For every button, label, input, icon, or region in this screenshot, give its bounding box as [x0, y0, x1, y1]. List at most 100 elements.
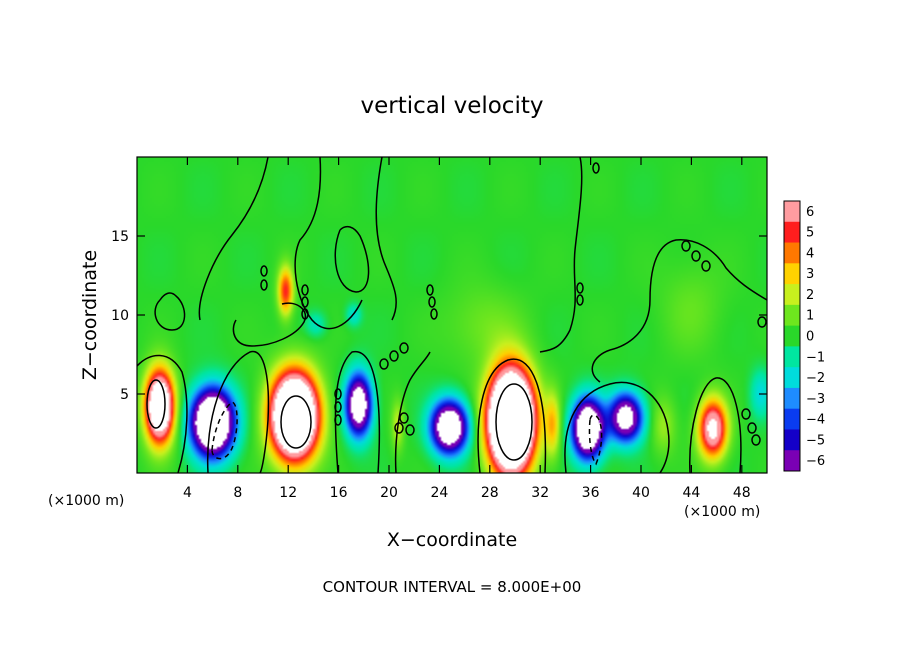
- negative-contour: [588, 414, 603, 466]
- colorbar-label: 1: [806, 309, 814, 324]
- chart-title: vertical velocity: [361, 93, 544, 119]
- y-axis-label: Z−coordinate: [79, 250, 101, 380]
- small-contour: [430, 308, 438, 320]
- colorbar-swatch: [784, 263, 800, 285]
- colorbar: −6 −5 −4 −3 −2 −1 0 1 2 3 4 5 6: [783, 200, 825, 472]
- x-tick-label: 8: [233, 485, 242, 501]
- small-contour: [701, 260, 711, 272]
- colorbar-swatch: [784, 284, 800, 306]
- zero-contour: [294, 157, 363, 330]
- small-contour: [681, 240, 691, 252]
- small-contour: [334, 388, 342, 400]
- small-contour: [260, 265, 268, 277]
- zero-contour: [206, 350, 270, 473]
- colorbar-swatch: [784, 450, 800, 472]
- colorbar-label: −4: [806, 413, 825, 428]
- zero-contour: [375, 157, 397, 321]
- zero-contour: [689, 377, 742, 473]
- zero-contour: [232, 302, 307, 347]
- positive-contour: [280, 395, 312, 449]
- contour-interval: CONTOUR INTERVAL = 8.000E+00: [323, 578, 582, 596]
- colorbar-label: 0: [806, 330, 814, 345]
- colorbar-label: −3: [806, 392, 825, 407]
- small-contour: [379, 358, 389, 370]
- x-tick-label: 12: [279, 485, 297, 501]
- small-contour: [576, 282, 584, 294]
- colorbar-label: 4: [806, 246, 814, 261]
- zero-contour: [334, 225, 370, 293]
- y-tick-label: 5: [120, 387, 129, 403]
- small-contour: [691, 250, 701, 262]
- x-tick-label: 36: [582, 485, 600, 501]
- small-contour: [405, 424, 415, 436]
- colorbar-swatch: [784, 367, 800, 389]
- x-tick-label: 44: [682, 485, 700, 501]
- x-axis: 4 8 12 16 20 24 28 32 36 40 44 48: [183, 157, 751, 501]
- y-axis: 5 10 15: [111, 229, 767, 403]
- colorbar-label: −5: [806, 433, 825, 448]
- colorbar-label: 6: [806, 205, 814, 220]
- colorbar-swatch: [784, 221, 800, 243]
- colorbar-swatch: [784, 325, 800, 347]
- small-contour: [747, 422, 757, 434]
- colorbar-label: 5: [806, 226, 814, 241]
- x-tick-label: 20: [380, 485, 398, 501]
- small-contour: [428, 296, 436, 308]
- x-tick-label: 48: [733, 485, 751, 501]
- colorbar-swatch: [784, 429, 800, 451]
- zero-contour: [137, 354, 188, 473]
- small-contour: [301, 296, 309, 308]
- colorbar-swatch: [784, 346, 800, 368]
- x-tick-label: 24: [430, 485, 448, 501]
- small-contour: [426, 284, 434, 296]
- small-contour: [301, 308, 309, 320]
- x-tick-label: 16: [330, 485, 348, 501]
- positive-contour: [495, 383, 533, 461]
- x-tick-label: 40: [632, 485, 650, 501]
- x-tick-label: 4: [183, 485, 192, 501]
- zero-contour: [564, 381, 670, 473]
- colorbar-label: 3: [806, 267, 814, 282]
- x-unit-left: (×1000 m): [48, 493, 124, 509]
- x-unit-right: (×1000 m): [684, 504, 760, 520]
- zero-contour: [198, 157, 269, 321]
- small-contour: [334, 414, 342, 426]
- small-contour: [592, 162, 600, 174]
- x-tick-label: 28: [481, 485, 499, 501]
- x-axis-label: X−coordinate: [387, 529, 517, 551]
- small-contour: [757, 316, 767, 328]
- small-contour: [260, 279, 268, 291]
- small-contour: [576, 294, 584, 306]
- colorbar-swatch: [784, 242, 800, 264]
- colorbar-swatch: [784, 201, 800, 223]
- small-contour: [334, 401, 342, 413]
- colorbar-label: −1: [806, 350, 825, 365]
- zero-contour: [539, 157, 583, 353]
- y-tick-label: 15: [111, 229, 129, 245]
- positive-contour: [146, 379, 166, 429]
- zero-contour: [591, 239, 767, 383]
- small-contour: [399, 342, 409, 354]
- colorbar-swatch: [784, 387, 800, 410]
- small-contour: [301, 284, 309, 296]
- velocity-field: [137, 157, 767, 473]
- small-contour: [751, 434, 761, 446]
- small-contour: [399, 412, 409, 424]
- colorbar-frame: [783, 200, 801, 472]
- small-contour: [741, 408, 751, 420]
- colorbar-label: −2: [806, 371, 825, 386]
- small-contour: [394, 422, 404, 434]
- colorbar-label: −6: [806, 454, 825, 469]
- negative-contour: [211, 401, 238, 460]
- x-tick-label: 32: [531, 485, 549, 501]
- y-tick-label: 10: [111, 308, 129, 324]
- zero-contour: [154, 292, 186, 331]
- small-contour: [389, 350, 399, 362]
- colorbar-swatch: [784, 408, 800, 430]
- colorbar-label: 2: [806, 288, 814, 303]
- zero-contour: [394, 351, 431, 473]
- zero-contour: [477, 358, 547, 473]
- colorbar-swatch: [784, 304, 800, 327]
